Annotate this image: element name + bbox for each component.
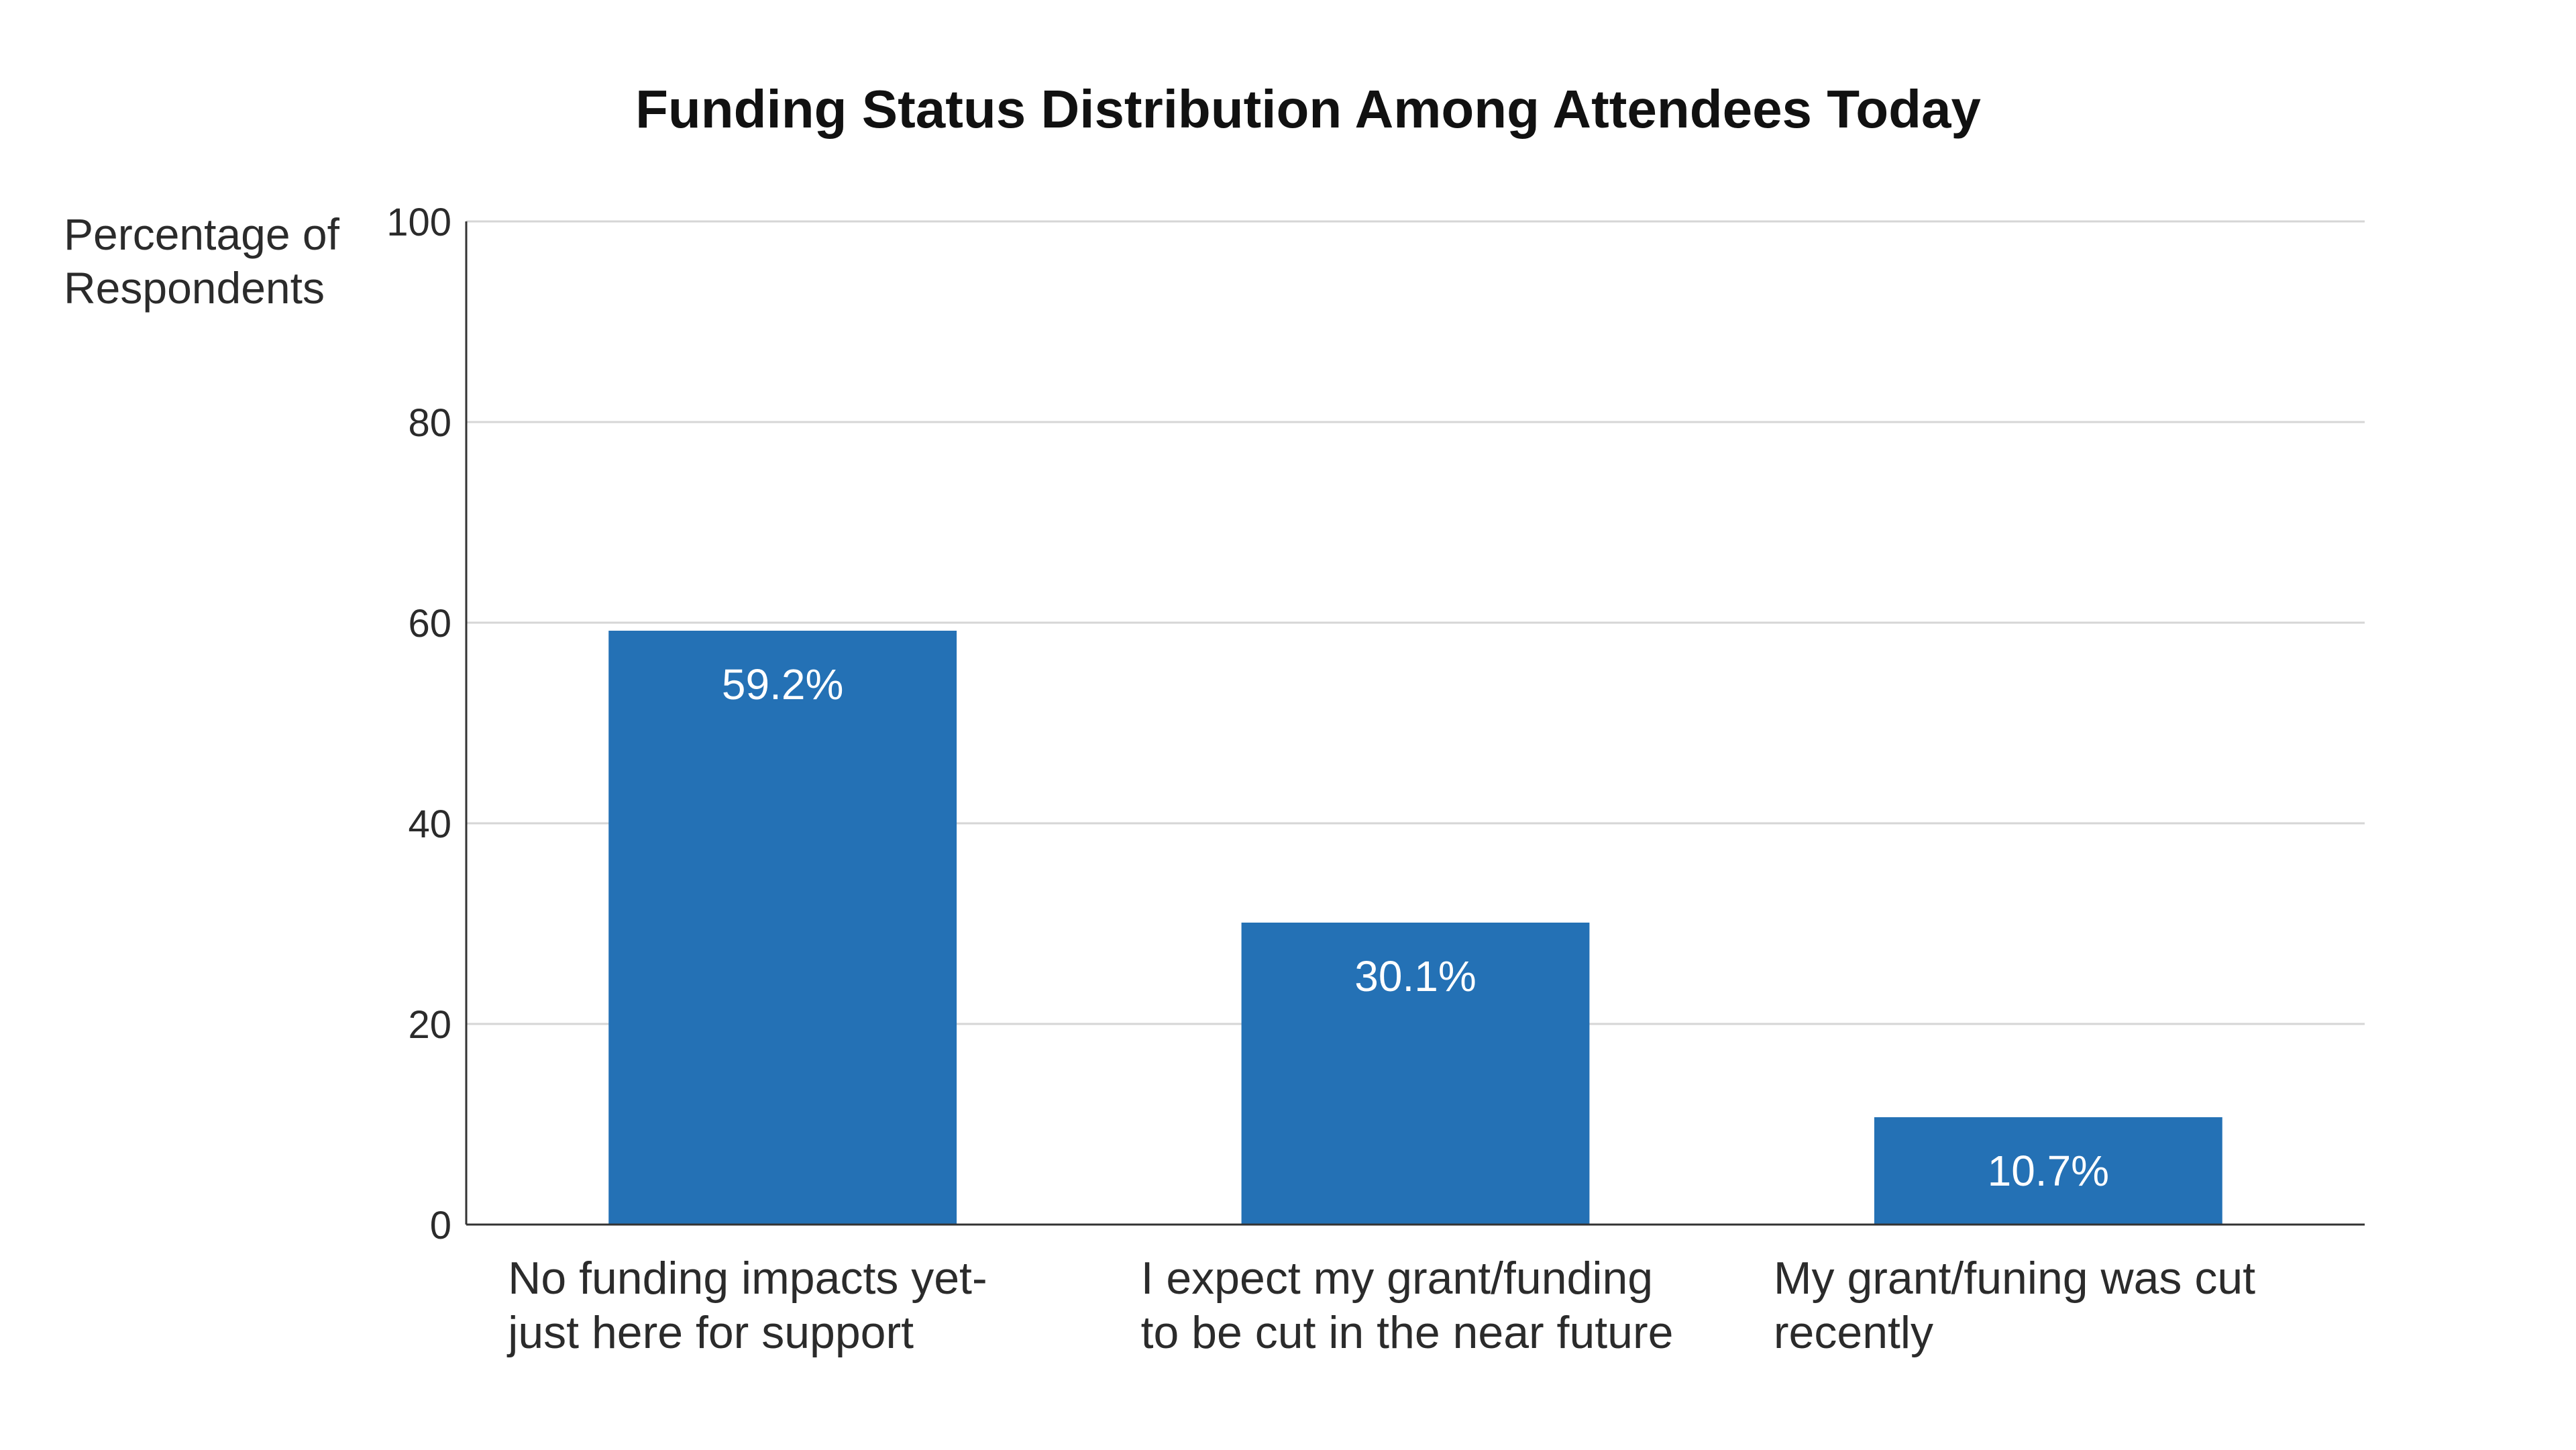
y-tick-label: 0 xyxy=(430,1204,451,1247)
data-label: 59.2% xyxy=(722,660,843,709)
y-tick-label: 100 xyxy=(386,201,451,244)
chart-title: Funding Status Distribution Among Attend… xyxy=(635,79,1981,139)
y-axis-label-line: Percentage of xyxy=(64,209,340,259)
bar xyxy=(608,630,957,1225)
axes xyxy=(465,221,2365,1226)
y-tick-label: 40 xyxy=(408,802,451,846)
x-category-label: just here for support xyxy=(506,1307,914,1358)
data-label: 30.1% xyxy=(1354,952,1476,1000)
bars xyxy=(608,630,2222,1225)
bar xyxy=(1241,923,1590,1225)
y-tick-label: 80 xyxy=(408,401,451,445)
data-labels: 59.2% 30.1% 10.7% xyxy=(722,660,2109,1195)
x-category-label: My grant/funing was cut xyxy=(1774,1253,2255,1304)
y-axis-label-line: Respondents xyxy=(64,263,325,313)
x-axis-categories: No funding impacts yet-just here for sup… xyxy=(506,1253,2255,1358)
x-category-label: to be cut in the near future xyxy=(1141,1307,1674,1358)
y-tick-label: 60 xyxy=(408,602,451,645)
x-category-label: I expect my grant/funding xyxy=(1141,1253,1654,1304)
x-category-label: recently xyxy=(1774,1307,1933,1358)
y-axis-ticks: 0 20 40 60 80 100 xyxy=(386,201,451,1247)
bar xyxy=(1874,1117,2222,1225)
y-tick-label: 20 xyxy=(408,1003,451,1047)
x-category-label: No funding impacts yet- xyxy=(508,1253,987,1304)
data-label: 10.7% xyxy=(1988,1147,2109,1195)
